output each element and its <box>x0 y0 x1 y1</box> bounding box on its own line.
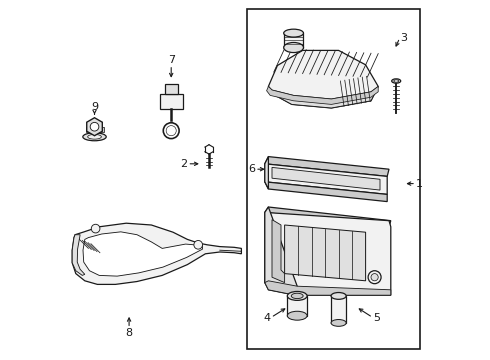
Ellipse shape <box>394 80 398 82</box>
Polygon shape <box>269 50 378 108</box>
Bar <box>331 296 346 323</box>
Polygon shape <box>72 223 242 284</box>
Circle shape <box>90 122 99 131</box>
Polygon shape <box>87 118 102 136</box>
Text: 3: 3 <box>400 33 407 43</box>
Circle shape <box>166 126 176 136</box>
Polygon shape <box>265 281 391 295</box>
Polygon shape <box>83 232 202 276</box>
Ellipse shape <box>287 311 307 320</box>
Polygon shape <box>265 207 297 295</box>
Polygon shape <box>265 157 389 176</box>
Ellipse shape <box>331 293 346 299</box>
Text: 8: 8 <box>125 328 133 338</box>
Ellipse shape <box>392 79 401 83</box>
Text: 6: 6 <box>248 164 255 174</box>
Text: 7: 7 <box>168 55 175 65</box>
Ellipse shape <box>331 320 346 326</box>
Bar <box>247 9 419 349</box>
Polygon shape <box>265 207 391 227</box>
Ellipse shape <box>287 292 307 300</box>
Bar <box>165 84 178 94</box>
Text: 9: 9 <box>91 102 98 112</box>
Polygon shape <box>272 167 380 190</box>
Circle shape <box>194 240 202 249</box>
Polygon shape <box>265 164 387 194</box>
Polygon shape <box>265 212 391 295</box>
Polygon shape <box>272 220 285 283</box>
Text: 2: 2 <box>180 159 187 169</box>
Polygon shape <box>86 127 103 132</box>
Text: 5: 5 <box>373 312 380 323</box>
Ellipse shape <box>88 134 101 139</box>
Polygon shape <box>269 86 378 108</box>
Bar <box>287 296 307 316</box>
Circle shape <box>368 271 381 284</box>
Polygon shape <box>285 225 366 281</box>
Ellipse shape <box>291 293 303 298</box>
Ellipse shape <box>284 42 303 53</box>
Ellipse shape <box>284 29 303 37</box>
Polygon shape <box>284 33 303 48</box>
Bar <box>160 94 183 109</box>
Ellipse shape <box>83 133 106 141</box>
Text: 4: 4 <box>264 312 271 323</box>
Polygon shape <box>267 86 378 104</box>
Polygon shape <box>72 235 85 275</box>
Polygon shape <box>265 157 269 189</box>
Circle shape <box>91 224 100 233</box>
Circle shape <box>371 274 378 281</box>
Text: 1: 1 <box>416 179 423 189</box>
Polygon shape <box>265 182 387 202</box>
